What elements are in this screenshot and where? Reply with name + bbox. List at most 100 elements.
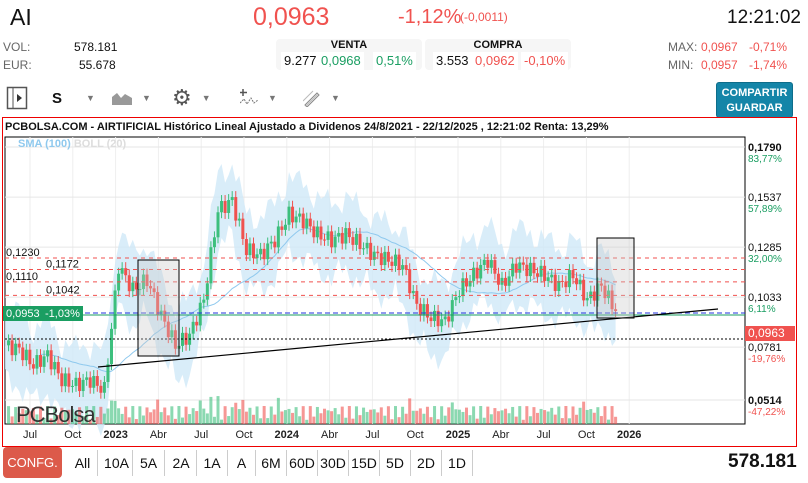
volume-bar — [525, 406, 529, 424]
range-2d[interactable]: 2D — [411, 450, 442, 476]
volume-bar — [31, 407, 35, 424]
ticker-symbol: AI — [10, 4, 32, 30]
candle-body — [42, 356, 46, 367]
candle-body — [95, 376, 99, 386]
volume-bar — [205, 413, 209, 424]
volume-bar — [113, 400, 117, 424]
volume-bar — [546, 411, 550, 424]
panel-toggle-button[interactable] — [6, 86, 28, 110]
volume-bar — [14, 407, 18, 424]
chart-type-button[interactable]: ▼ — [112, 86, 151, 110]
x-tick-label: Abr — [150, 429, 167, 441]
range-a[interactable]: A — [228, 450, 256, 476]
volume-bar — [10, 416, 14, 424]
y-tick-label: 0,1285 — [748, 242, 782, 254]
volume-bar — [106, 408, 110, 424]
candle-body — [53, 362, 57, 370]
candle-body — [78, 377, 82, 392]
last-price-label: 0,0963 — [748, 326, 785, 340]
candle-body — [131, 282, 135, 292]
x-tick-label: Jul — [194, 429, 208, 441]
candle-body — [234, 197, 238, 221]
volume-bar — [110, 400, 113, 424]
legend-boll[interactable]: BOLL (20) — [73, 138, 127, 150]
candle-body — [287, 206, 291, 225]
share-save-button[interactable]: COMPARTIR GUARDAR — [716, 82, 793, 118]
candle-body — [504, 277, 508, 286]
volume-bar — [418, 408, 422, 424]
range-60d[interactable]: 60D — [287, 450, 318, 476]
volume-bar — [28, 411, 32, 424]
volume-bar — [85, 406, 89, 424]
volume-bar — [149, 412, 153, 424]
candle-body — [110, 328, 113, 365]
range-2a[interactable]: 2A — [166, 450, 197, 476]
candle-body — [291, 206, 295, 223]
candle-body — [191, 321, 195, 334]
candle-body — [528, 262, 532, 277]
volume-bar — [376, 412, 380, 424]
y-tick-pct: 32,00% — [748, 254, 782, 265]
change-absolute: (-0,0011) — [460, 10, 508, 24]
volume-bar — [319, 413, 323, 424]
volume-bar — [589, 409, 593, 424]
volume-bar — [507, 413, 511, 424]
candle-body — [74, 377, 78, 386]
price-chart[interactable]: 0,1230 0,1172 0,1110 0,1042 0,0953 -1,03% 0,17… — [0, 0, 808, 447]
volume-bar — [102, 413, 106, 424]
volume-bar — [571, 406, 575, 424]
candle-body — [276, 226, 280, 248]
volume-bar — [511, 406, 515, 424]
candle-body — [351, 237, 355, 245]
range-6m[interactable]: 6M — [256, 450, 287, 476]
volume-bar — [603, 406, 607, 424]
range-30d[interactable]: 30D — [318, 450, 349, 476]
level-label: 0,1110 — [6, 271, 38, 283]
candle-body — [589, 291, 593, 299]
highlight-box — [137, 259, 180, 357]
candle-body — [88, 377, 92, 388]
volume-bar — [386, 406, 390, 424]
x-tick-label: 2024 — [275, 429, 300, 441]
compra-pct: -0,10% — [521, 52, 569, 70]
chart-style-button[interactable]: S ▼ — [52, 86, 95, 110]
volume-bar — [390, 419, 394, 424]
candle-body — [85, 377, 89, 380]
config-button[interactable]: CONFG. — [3, 447, 62, 478]
range-all[interactable]: All — [68, 450, 98, 476]
volume-bar — [443, 415, 447, 424]
range-10a[interactable]: 10A — [101, 450, 133, 476]
legend-sma[interactable]: SMA (100) — [18, 138, 71, 150]
volume-bar — [532, 407, 536, 424]
drawing-button[interactable]: ▼ — [303, 86, 340, 110]
volume-bar — [63, 411, 67, 424]
indicators-button[interactable]: ▼ — [240, 86, 277, 110]
range-1d[interactable]: 1D — [442, 450, 473, 476]
range-15d[interactable]: 15D — [349, 450, 380, 476]
volume-bar — [294, 407, 298, 424]
settings-button[interactable]: ⚙ ▼ — [172, 85, 211, 110]
candle-body — [106, 364, 110, 382]
volume-bar — [234, 402, 238, 424]
volume-bar — [24, 410, 28, 424]
range-5d[interactable]: 5D — [380, 450, 411, 476]
candle-body — [198, 302, 202, 326]
volume-bar — [397, 417, 401, 424]
candle-body — [21, 347, 25, 361]
candle-body — [301, 213, 305, 229]
volume-bar — [475, 418, 479, 424]
indicators-icon — [240, 89, 258, 105]
last-price-badge — [745, 326, 795, 341]
candle-body — [70, 385, 74, 387]
range-1a[interactable]: 1A — [197, 450, 228, 476]
volume-bar — [454, 409, 458, 424]
candle-body — [599, 283, 603, 286]
candle-body — [56, 362, 60, 374]
volume-bar — [184, 406, 188, 424]
volume-bar — [486, 406, 490, 424]
volume-bar — [560, 418, 564, 424]
volume-bar — [170, 406, 174, 424]
volume-bar — [134, 419, 138, 424]
range-5a[interactable]: 5A — [133, 450, 165, 476]
volume-bar — [56, 414, 60, 424]
